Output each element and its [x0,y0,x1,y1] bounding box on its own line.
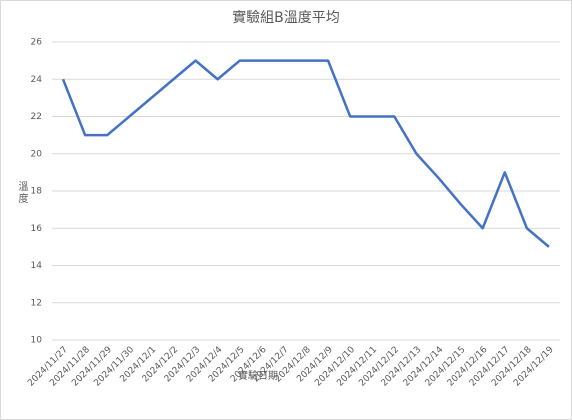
y-tick-label: 14 [31,261,43,271]
y-tick-label: 24 [31,75,43,85]
y-tick-label: 26 [31,38,43,48]
line-series [61,59,550,248]
y-tick-label: 18 [31,187,43,197]
y-tick-label: 22 [31,112,42,122]
x-axis-label: 實驗日期 [238,369,278,382]
chart-title: 實驗組B溫度平均 [232,9,340,26]
y-tick-label: 10 [31,336,43,346]
y-tick-label: 20 [31,149,43,159]
y-tick-label: 12 [31,298,42,308]
y-axis-label: 溫度 [16,181,28,205]
y-tick-label: 16 [31,224,43,234]
